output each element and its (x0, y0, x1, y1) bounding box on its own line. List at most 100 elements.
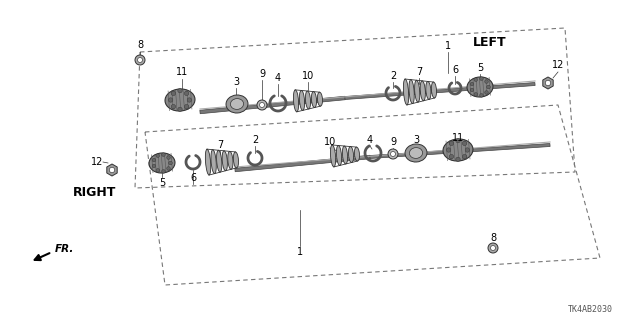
Ellipse shape (403, 79, 409, 105)
Circle shape (463, 155, 467, 159)
Text: 7: 7 (217, 140, 223, 150)
Circle shape (156, 154, 159, 157)
Text: 11: 11 (176, 67, 188, 77)
Circle shape (449, 155, 454, 159)
Circle shape (456, 157, 460, 162)
Circle shape (545, 80, 550, 86)
Ellipse shape (293, 90, 299, 112)
Text: 3: 3 (233, 77, 239, 87)
Ellipse shape (330, 145, 335, 167)
Circle shape (171, 91, 175, 96)
Circle shape (257, 100, 267, 110)
Circle shape (184, 104, 189, 109)
Text: 9: 9 (390, 137, 396, 147)
Ellipse shape (410, 148, 422, 158)
Ellipse shape (230, 99, 244, 109)
Ellipse shape (317, 92, 323, 106)
Ellipse shape (467, 77, 493, 97)
Circle shape (135, 55, 145, 65)
Text: FR.: FR. (55, 244, 74, 254)
Text: 2: 2 (390, 71, 396, 81)
Ellipse shape (305, 91, 310, 109)
Ellipse shape (420, 81, 426, 101)
Circle shape (463, 141, 467, 146)
Circle shape (156, 169, 159, 172)
Text: 1: 1 (445, 41, 451, 51)
Text: TK4AB2030: TK4AB2030 (568, 306, 612, 315)
Circle shape (447, 148, 451, 152)
Ellipse shape (405, 144, 427, 162)
Text: 8: 8 (137, 40, 143, 50)
Ellipse shape (216, 150, 222, 172)
Text: 4: 4 (367, 135, 373, 145)
Ellipse shape (211, 150, 216, 174)
Text: 3: 3 (413, 135, 419, 145)
Circle shape (465, 148, 470, 152)
Text: 7: 7 (416, 67, 422, 77)
Ellipse shape (431, 82, 436, 98)
Circle shape (490, 245, 495, 251)
Text: 8: 8 (490, 233, 496, 243)
Polygon shape (345, 83, 535, 100)
Text: 12: 12 (552, 60, 564, 70)
Circle shape (178, 107, 182, 112)
Text: RIGHT: RIGHT (74, 186, 116, 198)
Circle shape (152, 158, 156, 162)
Text: 10: 10 (302, 71, 314, 81)
Circle shape (162, 170, 165, 173)
Circle shape (390, 151, 396, 156)
Ellipse shape (355, 147, 360, 161)
Circle shape (184, 91, 189, 96)
Ellipse shape (165, 89, 195, 111)
Polygon shape (235, 155, 370, 172)
Circle shape (178, 88, 182, 93)
Ellipse shape (234, 152, 239, 168)
Ellipse shape (226, 95, 248, 113)
Circle shape (171, 104, 175, 109)
Circle shape (484, 91, 488, 94)
Circle shape (479, 77, 483, 80)
Text: 5: 5 (477, 63, 483, 73)
Ellipse shape (342, 146, 348, 164)
Circle shape (152, 164, 156, 168)
Text: 1: 1 (297, 247, 303, 257)
Polygon shape (107, 164, 117, 176)
Circle shape (479, 93, 483, 97)
Circle shape (470, 82, 474, 86)
Circle shape (456, 139, 460, 143)
Ellipse shape (300, 91, 305, 110)
Circle shape (484, 80, 488, 83)
Circle shape (449, 141, 454, 146)
Text: 5: 5 (159, 178, 165, 188)
Ellipse shape (337, 146, 342, 165)
Circle shape (486, 85, 490, 89)
Circle shape (474, 92, 477, 96)
Polygon shape (370, 143, 550, 158)
Circle shape (166, 167, 170, 170)
Ellipse shape (348, 147, 353, 163)
Circle shape (488, 243, 498, 253)
Ellipse shape (149, 153, 175, 173)
Text: 2: 2 (252, 135, 258, 145)
Circle shape (162, 153, 165, 156)
Circle shape (388, 149, 398, 159)
Text: 10: 10 (324, 137, 336, 147)
Circle shape (166, 156, 170, 159)
Ellipse shape (205, 149, 211, 175)
Ellipse shape (312, 92, 317, 108)
Ellipse shape (228, 151, 233, 169)
Circle shape (169, 161, 172, 165)
Text: 6: 6 (190, 173, 196, 183)
Circle shape (187, 98, 191, 102)
Polygon shape (200, 96, 345, 114)
Circle shape (109, 167, 115, 173)
Polygon shape (543, 77, 553, 89)
Circle shape (259, 102, 264, 108)
Text: 4: 4 (275, 73, 281, 83)
Ellipse shape (443, 139, 473, 161)
Text: 6: 6 (452, 65, 458, 75)
Ellipse shape (415, 80, 420, 102)
Ellipse shape (409, 80, 414, 104)
Circle shape (138, 58, 143, 62)
Ellipse shape (426, 81, 431, 100)
